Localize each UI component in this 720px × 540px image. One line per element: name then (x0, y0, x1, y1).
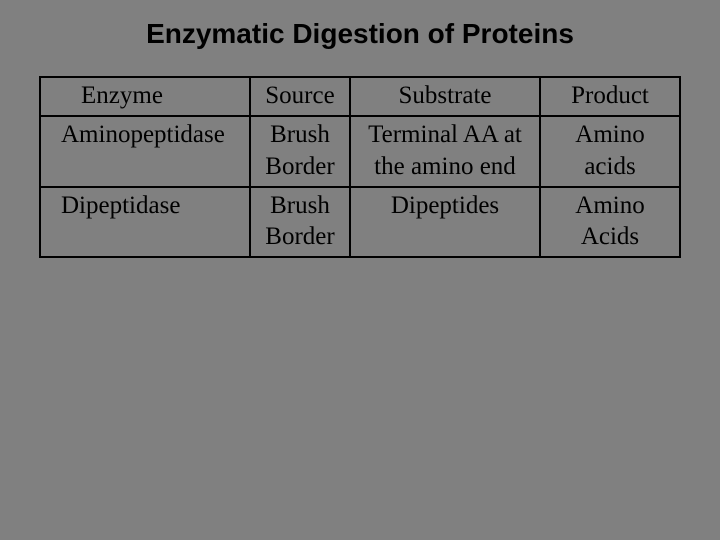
cell-substrate: Dipeptides (350, 187, 540, 258)
table-row: Aminopeptidase Brush Border Terminal AA … (40, 116, 680, 187)
col-header-enzyme: Enzyme (40, 77, 250, 116)
table-header-row: Enzyme Source Substrate Product (40, 77, 680, 116)
table-row: Dipeptidase Brush Border Dipeptides Amin… (40, 187, 680, 258)
protein-digestion-table: Enzyme Source Substrate Product Aminopep… (39, 76, 681, 258)
cell-product: Amino Acids (540, 187, 680, 258)
col-header-product: Product (540, 77, 680, 116)
cell-enzyme: Dipeptidase (40, 187, 250, 258)
cell-source: Brush Border (250, 187, 350, 258)
cell-product: Amino acids (540, 116, 680, 187)
cell-enzyme: Aminopeptidase (40, 116, 250, 187)
cell-source: Brush Border (250, 116, 350, 187)
slide: Enzymatic Digestion of Proteins Enzyme S… (0, 0, 720, 540)
page-title: Enzymatic Digestion of Proteins (0, 0, 720, 76)
cell-substrate: Terminal AA at the amino end (350, 116, 540, 187)
col-header-substrate: Substrate (350, 77, 540, 116)
col-header-source: Source (250, 77, 350, 116)
